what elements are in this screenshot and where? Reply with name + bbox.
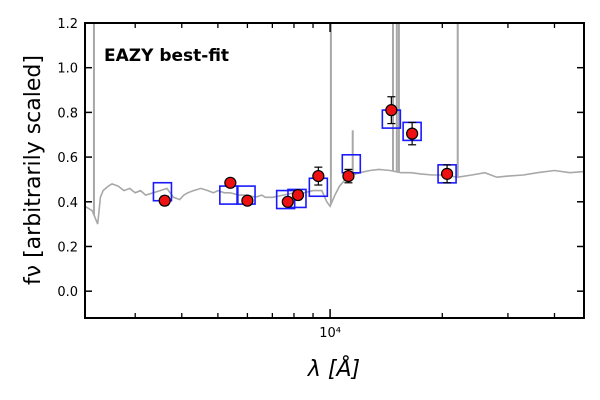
observed-flux-point: [158, 194, 171, 207]
y-tick-label: 0.4: [57, 196, 78, 211]
observed-flux-point: [312, 169, 325, 183]
y-tick-label: 1.2: [57, 17, 78, 32]
y-tick-label: 0.8: [57, 106, 78, 121]
y-tick-label: 1.0: [57, 62, 78, 77]
observed-flux-point: [440, 167, 454, 180]
axis-ticks: 0.0 0.2 0.4 0.6 0.8 1.0 1.2 10⁴: [57, 17, 584, 341]
observed-flux-point: [406, 127, 419, 140]
fit-annotation: EAZY best-fit: [104, 46, 229, 66]
y-tick-label: 0.6: [57, 151, 78, 166]
observed-flux-point: [291, 188, 305, 202]
y-axis-label: fν [arbitrarily scaled]: [21, 55, 46, 285]
model-flux-square: [341, 153, 362, 174]
observed-flux-point: [342, 169, 355, 183]
y-tick-label: 0.0: [57, 285, 78, 300]
observed-flux-point: [241, 194, 254, 207]
photometry-markers: [152, 96, 457, 210]
x-axis-label: λ [Å]: [307, 355, 360, 382]
x-tick-label: 10⁴: [319, 326, 341, 341]
plot-frame: [84, 22, 585, 319]
y-tick-label: 0.2: [57, 240, 78, 255]
observed-flux-point: [385, 104, 398, 117]
spectrum-continuum: [85, 168, 584, 225]
observed-flux-point: [224, 176, 237, 189]
observed-flux-point: [281, 195, 294, 208]
model-flux-square: [219, 185, 239, 205]
